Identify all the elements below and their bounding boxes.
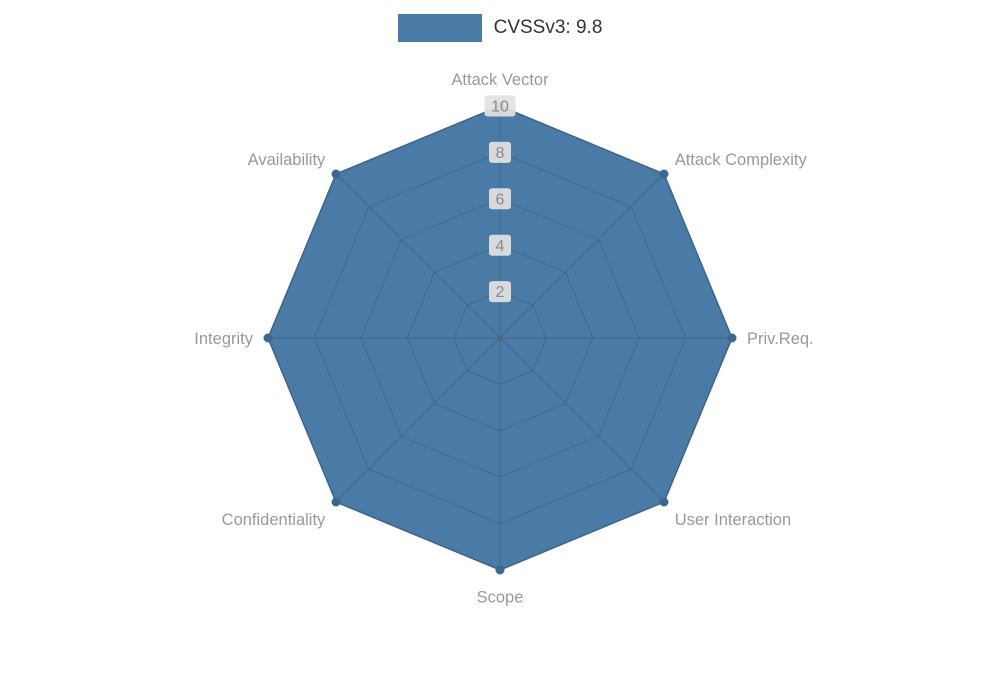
radar-data-point	[331, 169, 341, 179]
radar-axis-line	[499, 337, 665, 503]
legend-label: CVSSv3: 9.8	[493, 17, 603, 38]
radar-axis-line	[335, 337, 501, 503]
radar-tick-label: 8	[496, 145, 505, 162]
radar-axis-name: Attack Complexity	[675, 151, 808, 169]
radar-tick-label: 2	[496, 284, 505, 301]
radar-tick-bg	[484, 95, 516, 117]
radar-data-point	[263, 333, 273, 343]
radar-axis-name: Availability	[248, 151, 326, 169]
radar-axis-line	[499, 173, 665, 339]
radar-data-point	[331, 497, 341, 507]
radar-tick-label: 10	[491, 99, 509, 116]
radar-tick-label: 4	[496, 238, 505, 255]
radar-tick-bg	[489, 281, 511, 303]
legend-swatch	[397, 14, 482, 42]
radar-data-point	[659, 497, 669, 507]
radar-axis-line	[335, 173, 501, 339]
radar-axis-name: Confidentiality	[222, 511, 326, 529]
chart-legend[interactable]: CVSSv3: 9.8	[0, 14, 1000, 42]
radar-tick-bg	[489, 141, 511, 163]
radar-axis-name: Scope	[477, 588, 524, 606]
radar-axis-name: Priv.Req.	[747, 330, 814, 348]
radar-data-point	[659, 169, 669, 179]
radar-data-point	[495, 565, 505, 575]
radar-tick-label: 6	[496, 191, 505, 208]
radar-axis-name: User Interaction	[675, 511, 791, 529]
radar-axis-name: Integrity	[194, 330, 253, 348]
radar-axis-name: Attack Vector	[451, 71, 549, 89]
radar-tick-bg	[489, 234, 511, 256]
radar-data-point	[727, 333, 737, 343]
radar-tick-bg	[489, 188, 511, 210]
